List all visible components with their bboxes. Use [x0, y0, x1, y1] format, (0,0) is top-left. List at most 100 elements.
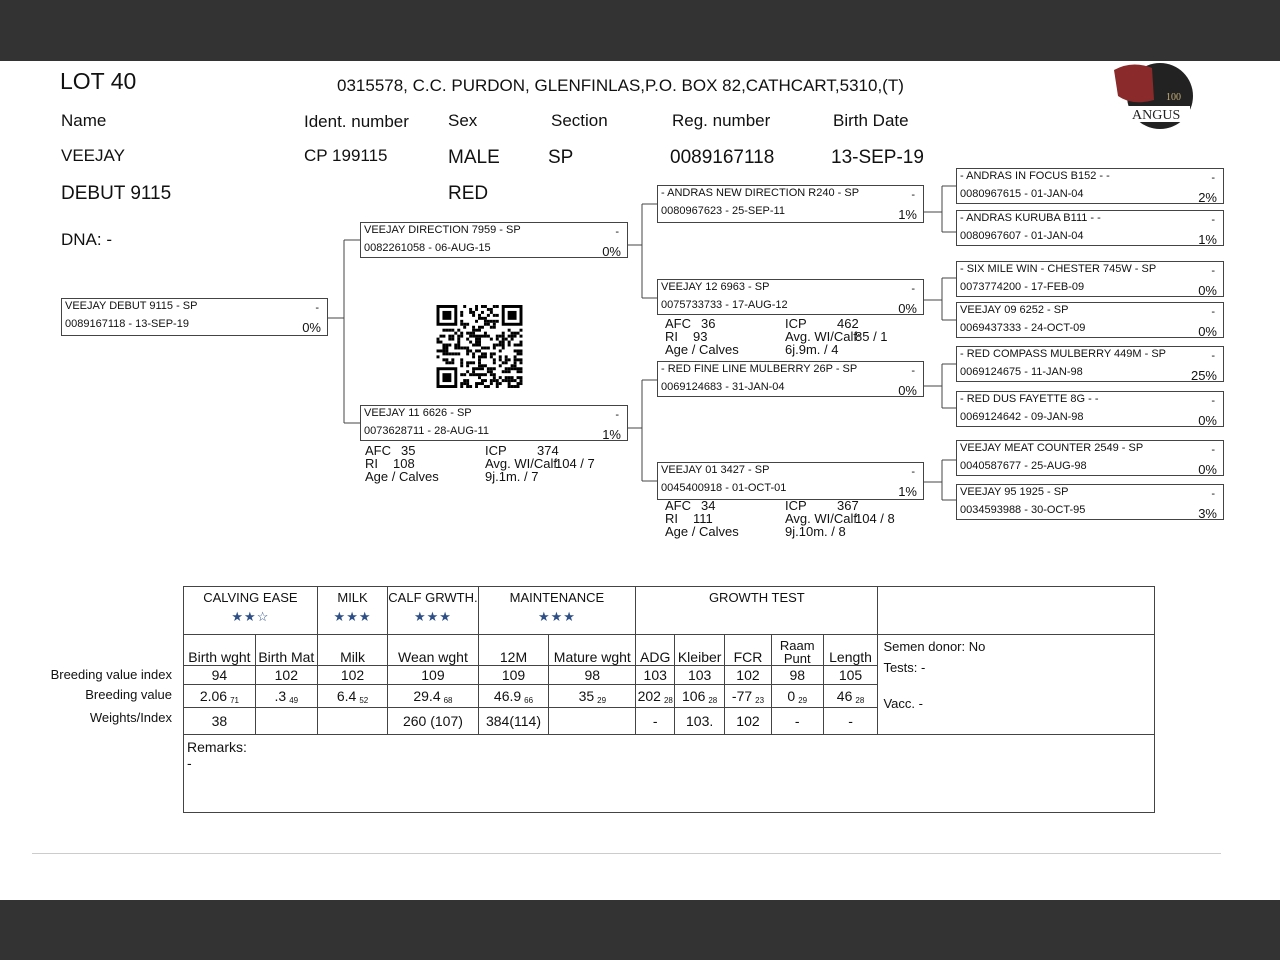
- ancestor-mark: -: [1211, 488, 1215, 500]
- breeding-value: 2.06: [199, 687, 228, 704]
- breeding-value-cell: 46.9 66: [477, 684, 550, 708]
- top-bar: [0, 0, 1280, 61]
- stat-avg: 104 / 7: [555, 456, 595, 471]
- remarks-row: Remarks: -: [183, 734, 1155, 813]
- index-cell: 94: [183, 665, 256, 685]
- index-cell: 102: [316, 665, 389, 685]
- weight-cell: 260 (107): [387, 707, 479, 735]
- weight-cell: -: [822, 707, 879, 735]
- ancestor-inbreeding: 0%: [1198, 283, 1217, 298]
- stat-avg-label: Avg. WI/Calf:: [785, 511, 861, 526]
- row-label: Weights/Index: [89, 710, 172, 725]
- group-header: MAINTENANCE ★★★: [477, 586, 637, 635]
- ancestor-mark: -: [1211, 265, 1215, 277]
- breeder-info: 0315578, C.C. PURDON, GLENFINLAS,P.O. BO…: [337, 76, 904, 95]
- label-section: Section: [551, 111, 608, 130]
- ancestor-mark: -: [911, 283, 915, 295]
- pedigree-ancestor: VEEJAY 09 6252 - SP - 0069437333 - 24-OCT-…: [956, 302, 1224, 339]
- ancestor-name: VEEJAY 95 1925 - SP: [960, 486, 1069, 498]
- stat-icp-label: ICP: [785, 316, 807, 331]
- ancestor-mark: -: [1211, 306, 1215, 318]
- ancestor-inbreeding: 3%: [1198, 506, 1217, 521]
- tests: Tests: -: [883, 660, 926, 675]
- pedigree-ancestor: - RED DUS FAYETTE 8G - - - 0069124642 - 09…: [956, 391, 1224, 428]
- ancestor-inbreeding: 0%: [302, 320, 321, 335]
- stat-afc-label: AFC: [365, 443, 391, 458]
- breeding-value: 0: [787, 687, 796, 704]
- pedigree-ancestor: VEEJAY MEAT COUNTER 2549 - SP - 0040587677…: [956, 440, 1224, 477]
- accuracy: 28: [663, 695, 673, 705]
- color-value: RED: [448, 183, 489, 204]
- sex-value: MALE: [448, 147, 500, 168]
- index-cell: 98: [770, 665, 824, 685]
- remarks: Remarks: -: [183, 734, 1155, 813]
- ancestor-reg-date: 0080967615 - 01-JAN-04: [960, 188, 1084, 200]
- pedigree-ancestor: VEEJAY 11 6626 - SP - 0073628711 - 28-AUG-…: [360, 405, 628, 442]
- star-rating-icon: ★★★: [333, 609, 372, 624]
- angus-logo: ANGUS 100: [1112, 60, 1194, 130]
- breeding-value-cell: 46 28: [822, 684, 879, 708]
- column-header: Length: [822, 634, 879, 666]
- breeding-value-cell: .3 49: [254, 684, 318, 708]
- stat-avg-label: Avg. WI/Calf:: [785, 329, 861, 344]
- column-header: Birth wght: [183, 634, 256, 666]
- stat-ri: 111: [693, 511, 713, 526]
- ancestor-reg-date: 0069437333 - 24-OCT-09: [960, 322, 1086, 334]
- star-rating-icon: ★★★: [537, 609, 576, 624]
- pedigree-ancestor: - ANDRAS IN FOCUS B152 - - - 0080967615 - …: [956, 168, 1224, 205]
- column-header: Birth Mat: [254, 634, 318, 666]
- svg-text:100: 100: [1166, 92, 1181, 103]
- group-label: CALVING EASE: [203, 590, 298, 605]
- pedigree-ancestor: VEEJAY 12 6963 - SP - 0075733733 - 17-AUG-…: [657, 279, 924, 316]
- group-label: MILK: [337, 590, 368, 605]
- birth-date: 13-SEP-19: [831, 147, 924, 168]
- pedigree-ancestor: - ANDRAS NEW DIRECTION R240 - SP - 0080967…: [657, 185, 924, 223]
- svg-text:ANGUS: ANGUS: [1132, 108, 1180, 123]
- ancestor-mark: -: [1211, 444, 1215, 456]
- ancestor-mark: -: [911, 365, 915, 377]
- column-header: Milk: [316, 634, 389, 666]
- section-value: SP: [548, 147, 574, 168]
- breeding-value-cell: 106 28: [674, 684, 726, 708]
- index-cell: 109: [387, 665, 479, 685]
- breeding-value: 29.4: [413, 687, 441, 704]
- breeding-value-cell: 29.4 68: [387, 684, 479, 708]
- pedigree-ancestor: - SIX MILE WIN - CHESTER 745W - SP - 00737…: [956, 261, 1224, 298]
- ancestor-inbreeding: 0%: [898, 383, 917, 398]
- stat-ri: 108: [393, 456, 415, 471]
- group-header: CALVING EASE ★★☆: [183, 586, 318, 635]
- group-label: CALF GRWTH.: [388, 590, 478, 605]
- animal-name-1: VEEJAY: [61, 146, 125, 165]
- stat-age: 9j.10m. / 8: [785, 524, 846, 539]
- breeding-value: 6.4: [336, 687, 357, 704]
- stat-afc-label: AFC: [665, 498, 691, 513]
- breeding-value: -77: [731, 687, 753, 704]
- row-label: Breeding value index: [50, 667, 172, 682]
- breeding-value-cell: -77 23: [724, 684, 772, 708]
- accuracy: 23: [755, 695, 765, 705]
- remarks-label: Remarks:: [187, 739, 247, 755]
- breeding-value-table: CALVING EASE ★★☆ MILK ★★★ CALF GRWTH. ★★★ MAIN…: [183, 586, 1155, 813]
- ancestor-name: - RED FINE LINE MULBERRY 26P - SP: [661, 363, 858, 375]
- remarks-text: -: [187, 755, 192, 771]
- column-header: ADG: [635, 634, 676, 666]
- stat-icp: 367: [837, 498, 859, 513]
- ancestor-mark: -: [615, 409, 619, 421]
- star-rating-icon: ★★★: [413, 609, 452, 624]
- ancestor-name: VEEJAY MEAT COUNTER 2549 - SP: [960, 442, 1144, 454]
- ancestor-inbreeding: 0%: [1198, 324, 1217, 339]
- weight-cell: [316, 707, 389, 735]
- stat-age-label: Age / Calves: [665, 342, 739, 357]
- ancestor-reg-date: 0040587677 - 25-AUG-98: [960, 460, 1087, 472]
- semen-donor: Semen donor: No: [883, 639, 986, 654]
- ancestor-name: VEEJAY DIRECTION 7959 - SP: [364, 224, 521, 236]
- group-header: CALF GRWTH. ★★★: [387, 586, 479, 635]
- accuracy: 68: [443, 695, 453, 705]
- stat-ri: 93: [693, 329, 708, 344]
- group-label: GROWTH TEST: [708, 590, 805, 605]
- breeding-value: 46.9: [493, 687, 522, 704]
- ancestor-reg-date: 0045400918 - 01-OCT-01: [661, 482, 787, 494]
- accuracy: 29: [798, 695, 808, 705]
- animal-name-2: DEBUT 9115: [61, 183, 172, 204]
- column-header: Raam Punt: [770, 634, 824, 666]
